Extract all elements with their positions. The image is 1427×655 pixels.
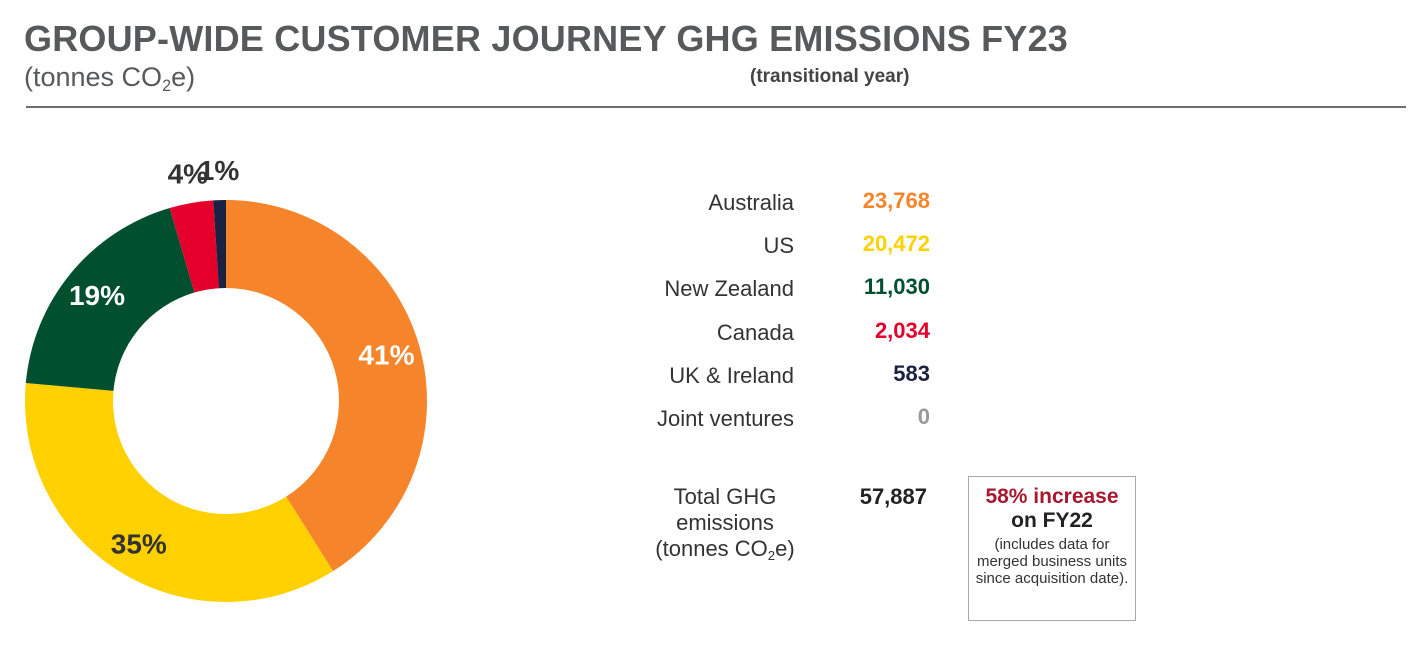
donut-slice-australia	[226, 200, 427, 572]
legend-region-value: 583	[893, 360, 930, 386]
chart-title: GROUP-WIDE CUSTOMER JOURNEY GHG EMISSION…	[24, 18, 1069, 59]
legend-region-value: 23,768	[862, 188, 930, 213]
subtitle-suffix: e)	[171, 62, 196, 92]
legend-region-value: 11,030	[863, 274, 930, 300]
legend-region-value: 0	[917, 404, 930, 429]
donut-slice-uk-ireland	[213, 200, 226, 289]
transitional-year-note: (transitional year)	[750, 66, 910, 87]
legend-region-name: US	[763, 233, 794, 259]
legend-row-uk-ireland: UK & Ireland 583	[600, 360, 930, 393]
legend-region-name: Joint ventures	[657, 406, 794, 431]
legend-region-value: 2,034	[874, 317, 930, 343]
legend-region-name: New Zealand	[664, 276, 794, 302]
increase-callout-box: 58% increase on FY22 (includes data for …	[968, 476, 1136, 621]
legend-row-australia: Australia 23,768	[600, 188, 930, 220]
donut-slice-canada	[169, 200, 219, 293]
total-value: 57,887	[859, 484, 927, 509]
legend-row-joint-ventures: Joint ventures 0	[600, 404, 930, 436]
legend-row-new-zealand: New Zealand 11,030	[600, 274, 930, 306]
slice-label-australia: 41%	[358, 340, 414, 371]
donut-slice-new-zealand	[25, 208, 195, 391]
slice-label-uk-ireland: 1%	[199, 155, 240, 186]
total-label-line2: emissions	[676, 510, 774, 535]
total-label: Total GHG emissions (tonnes CO2e)	[640, 484, 810, 569]
total-label-line3: (tonnes CO2e)	[640, 536, 810, 569]
slice-label-us: 35%	[111, 528, 167, 559]
legend-region-name: UK & Ireland	[669, 362, 794, 388]
subtitle-subscript: 2	[162, 76, 172, 95]
header-divider	[26, 106, 1406, 108]
chart-subtitle: (tonnes CO2e)	[24, 62, 195, 96]
total-label-line1: Total GHG	[673, 484, 777, 509]
callout-note: (includes data for merged business units…	[975, 536, 1129, 587]
callout-subline: on FY22	[1011, 509, 1093, 532]
total-unit-subscript: 2	[767, 547, 776, 563]
slice-label-new-zealand: 19%	[69, 280, 125, 311]
legend-row-canada: Canada 2,034	[600, 317, 930, 350]
subtitle-prefix: (tonnes CO	[24, 62, 163, 92]
total-unit-suffix: e)	[775, 536, 795, 561]
donut-slice-us	[25, 383, 334, 602]
legend-region-name: Australia	[708, 190, 794, 215]
donut-chart: 41% 35% 19% 4%1%	[25, 155, 427, 602]
legend-region-value: 20,472	[862, 231, 930, 257]
legend-row-us: US 20,472	[600, 231, 930, 263]
slice-label-canada: 4%	[168, 158, 209, 189]
legend-region-name: Canada	[716, 319, 794, 345]
callout-headline: 58% increase	[985, 485, 1119, 508]
total-unit-prefix: (tonnes CO	[655, 536, 768, 561]
